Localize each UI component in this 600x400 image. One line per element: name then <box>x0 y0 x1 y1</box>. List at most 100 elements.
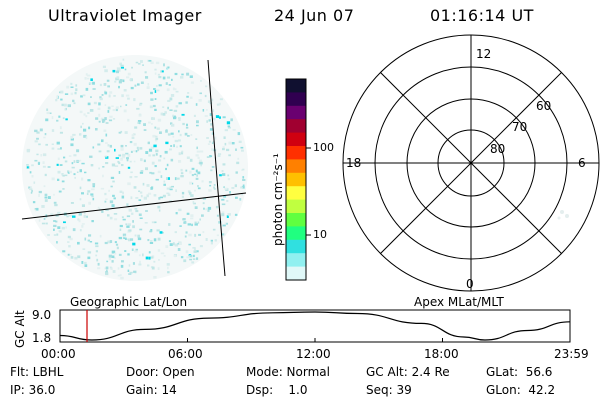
speckle <box>194 223 198 226</box>
speckle <box>90 78 93 81</box>
speckle <box>101 210 104 213</box>
speckle <box>234 184 237 188</box>
speckle <box>104 117 107 120</box>
speckle <box>179 133 182 137</box>
speckle <box>59 126 62 130</box>
speckle <box>67 241 70 243</box>
earth-disk <box>22 55 248 281</box>
speckle <box>212 228 216 231</box>
speckle <box>151 123 153 125</box>
speckle <box>73 102 76 105</box>
speckle <box>213 136 217 140</box>
speckle <box>79 133 82 136</box>
speckle <box>171 78 173 81</box>
speckle <box>167 193 171 196</box>
speckle <box>158 197 161 200</box>
altitude-xtick-1200: 12:00 <box>296 347 331 361</box>
speckle <box>130 86 134 90</box>
speckle <box>67 170 70 173</box>
speckle <box>83 134 87 138</box>
speckle <box>45 143 48 146</box>
speckle <box>187 92 190 94</box>
speckle <box>126 215 131 218</box>
speckle <box>122 218 126 221</box>
speckle <box>61 226 65 230</box>
speckle <box>207 206 212 210</box>
speckle <box>200 163 202 167</box>
speckle <box>227 125 231 128</box>
speckle <box>123 89 127 92</box>
speckle <box>226 121 231 125</box>
speckle <box>68 155 72 157</box>
speckle <box>197 162 201 164</box>
speckle <box>38 219 41 222</box>
speckle <box>131 136 135 139</box>
speckle <box>161 70 164 73</box>
color-scale-band <box>286 105 306 120</box>
speckle <box>146 86 150 89</box>
speckle <box>191 174 194 177</box>
speckle <box>196 257 199 260</box>
color-scale <box>285 78 311 281</box>
speckle <box>166 88 170 92</box>
speckle <box>146 184 150 187</box>
speckle <box>111 255 115 258</box>
speckle <box>223 136 226 139</box>
speckle <box>54 203 58 207</box>
speckle <box>234 213 238 216</box>
speckle <box>185 126 189 129</box>
speckle <box>123 109 127 113</box>
speckle <box>143 196 147 200</box>
speckle <box>117 267 120 270</box>
speckle <box>73 173 76 176</box>
speckle <box>224 222 227 225</box>
speckle <box>61 173 64 176</box>
speckle <box>133 270 137 273</box>
speckle <box>175 105 179 108</box>
speckle <box>43 136 46 139</box>
altitude-x-ticks <box>59 338 571 342</box>
speckle <box>238 140 242 143</box>
speckle <box>235 171 238 174</box>
speckle <box>51 177 55 181</box>
speckle <box>208 140 212 143</box>
speckle <box>81 223 85 225</box>
speckle <box>169 200 172 203</box>
speckle <box>173 116 177 120</box>
speckle <box>223 195 227 198</box>
speckle <box>178 208 182 212</box>
speckle <box>70 256 74 259</box>
speckle <box>128 229 132 232</box>
speckle <box>192 201 195 204</box>
speckle <box>221 170 224 173</box>
speckle <box>157 237 161 241</box>
speckle <box>106 150 110 153</box>
speckle <box>192 247 196 249</box>
speckle <box>154 98 157 100</box>
speckle <box>205 85 208 88</box>
speckle <box>92 183 96 186</box>
speckle <box>124 250 127 252</box>
speckle <box>70 82 73 85</box>
speckle <box>107 144 110 147</box>
speckle <box>221 213 225 217</box>
speckle <box>150 229 153 232</box>
speckle <box>195 138 198 140</box>
speckle <box>120 130 123 133</box>
speckle <box>139 260 141 264</box>
speckle <box>121 260 124 263</box>
speckle <box>116 76 120 79</box>
speckle <box>119 62 122 66</box>
speckle <box>108 119 113 122</box>
speckle <box>56 233 59 236</box>
speckle <box>151 266 155 270</box>
speckle <box>163 63 165 67</box>
speckle <box>118 162 121 165</box>
speckle <box>211 98 214 102</box>
speckle <box>173 254 177 258</box>
speckle <box>97 267 101 270</box>
speckle <box>67 253 70 256</box>
speckle <box>190 214 194 218</box>
speckle <box>83 212 86 215</box>
speckle <box>186 256 190 259</box>
